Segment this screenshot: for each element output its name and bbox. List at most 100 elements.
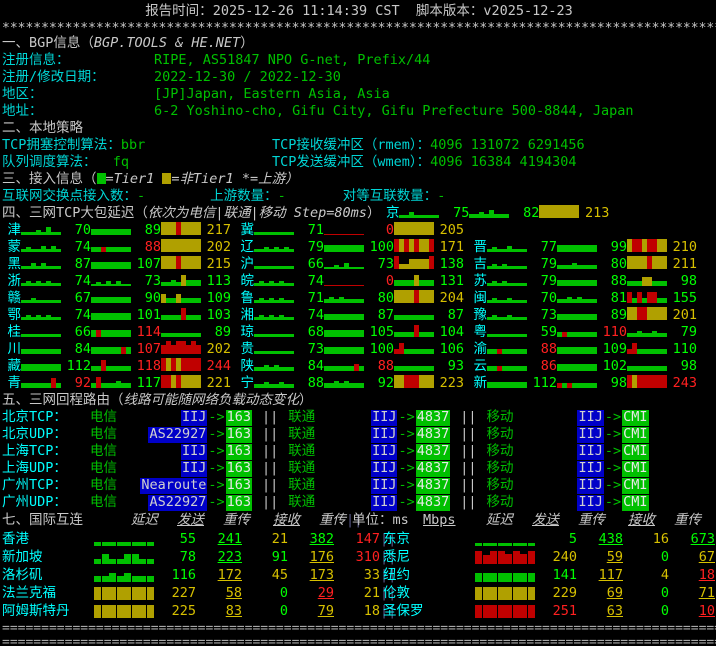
section-local-policy-title: 二、本地策略: [2, 120, 83, 136]
route-unicom-to[interactable]: 4837: [415, 408, 451, 426]
latency-cell: 101: [91, 307, 161, 324]
route-isp-telecom: 电信: [90, 426, 117, 442]
latency-sparkline: [21, 358, 61, 371]
route-telecom-from[interactable]: IIJ: [180, 459, 208, 477]
table-row: 浙 74 73 113 皖 74 0 131 苏 79 88 98: [2, 273, 716, 290]
route-isp-mobile: 移动: [486, 494, 514, 510]
latency-cell: 221: [161, 375, 231, 392]
route-unicom-to[interactable]: 4837: [415, 425, 451, 443]
route-unicom-to[interactable]: 4837: [415, 476, 451, 494]
intl-latency: 5: [568, 530, 577, 547]
intl-recv: 382: [309, 530, 334, 547]
route-divider: ||: [262, 443, 279, 459]
route-unicom-to[interactable]: 4837: [415, 442, 451, 460]
intl-send: 58: [225, 584, 242, 601]
intl-recv: 18: [698, 566, 715, 583]
route-telecom-from[interactable]: AS22927: [148, 493, 208, 511]
latency-value: 99: [610, 239, 627, 255]
latency-cell: 107: [91, 341, 161, 358]
latency-sparkline: [254, 358, 294, 371]
route-unicom-from[interactable]: IIJ: [371, 476, 398, 494]
route-mobile-from[interactable]: IIJ: [577, 408, 604, 426]
section-bgp-title: 一、BGP信息（BGP.TOOLS & HE.NET）: [2, 35, 254, 51]
script-version-label: 脚本版本：: [415, 3, 484, 19]
latency-sparkline: [557, 239, 597, 252]
route-unicom-from[interactable]: IIJ: [371, 425, 398, 443]
latency-sparkline: [627, 273, 667, 286]
route-isp-unicom: 联通: [288, 409, 316, 425]
route-mobile-from[interactable]: IIJ: [577, 442, 604, 460]
route-unicom-from[interactable]: IIJ: [371, 442, 398, 460]
bgp-row-register: 注册信息： RIPE, AS51847 NPO G-net, Prefix/44: [2, 52, 716, 69]
latency-cell: 90: [91, 290, 161, 307]
route-mobile-to[interactable]: CMI: [622, 425, 649, 443]
route-mobile-to[interactable]: CMI: [622, 442, 649, 460]
latency-cell: 89: [557, 307, 627, 324]
province-label: 宁: [240, 375, 255, 391]
intl-head-send: 发送: [177, 512, 204, 528]
latency-cell: 201: [627, 307, 697, 324]
route-isp-telecom: 电信: [90, 443, 117, 459]
route-unicom-from[interactable]: IIJ: [371, 459, 398, 477]
route-mobile-to[interactable]: CMI: [622, 493, 649, 511]
route-telecom-to[interactable]: 163: [225, 442, 252, 460]
route-unicom-to[interactable]: 4837: [415, 459, 451, 477]
intl-city-label: 新加坡: [2, 548, 43, 565]
route-telecom-from[interactable]: IIJ: [180, 408, 208, 426]
latency-value: 100: [369, 239, 394, 255]
intl-city-label: 纽约: [383, 566, 410, 583]
latency-cell: 冀 71: [235, 222, 325, 239]
intl-sparkline: [94, 533, 154, 546]
latency-value: 74: [307, 273, 324, 289]
table-row: 鄂 74 101 103 湘 74 87 87 豫 73 89 201: [2, 307, 716, 324]
intl-city-label: 洛杉矶: [2, 566, 43, 583]
route-unicom-from[interactable]: IIJ: [371, 408, 398, 426]
star-divider: ****************************************…: [2, 21, 716, 35]
bgp-address-value: 6-2 Yoshino-cho, Gifu City, Gifu Prefect…: [154, 103, 634, 119]
latency-sparkline: [324, 307, 364, 320]
latency-cell: 93: [394, 358, 464, 375]
route-telecom-from[interactable]: IIJ: [180, 442, 208, 460]
table-row: 藏 112 118 244 陕 84 88 93 云 86 102 98: [2, 358, 716, 375]
intl-recv: 67: [698, 548, 715, 565]
latency-cell: 皖 74: [235, 273, 325, 290]
latency-sparkline: [627, 290, 667, 303]
latency-sparkline: [394, 375, 434, 388]
route-mobile-from[interactable]: IIJ: [577, 459, 604, 477]
latency-sparkline: [91, 375, 131, 388]
intl-city-label: 法兰克福: [2, 584, 56, 601]
latency-cell: 102: [557, 358, 627, 375]
latency-value: 138: [439, 256, 464, 272]
route-unicom-from[interactable]: IIJ: [371, 493, 398, 511]
latency-value: 221: [206, 375, 231, 391]
route-telecom-from[interactable]: AS22927: [148, 425, 208, 443]
route-city-label: 北京UDP：: [2, 426, 67, 442]
route-telecom-to[interactable]: 163: [225, 408, 252, 426]
province-label: 冀: [240, 222, 255, 238]
route-divider: ||: [460, 426, 477, 442]
route-divider: ||: [262, 460, 279, 476]
route-mobile-from[interactable]: IIJ: [577, 493, 604, 511]
latency-cell: 204: [394, 290, 464, 307]
route-mobile-to[interactable]: CMI: [622, 408, 649, 426]
route-mobile-to[interactable]: CMI: [622, 476, 649, 494]
route-mobile-to[interactable]: CMI: [622, 459, 649, 477]
latency-value: 100: [369, 341, 394, 357]
intl-send-retx: 0: [660, 602, 669, 619]
intl-recv: 673: [690, 530, 715, 547]
route-unicom-to[interactable]: 4837: [415, 493, 451, 511]
latency-sparkline: [254, 239, 294, 252]
route-telecom-to[interactable]: 163: [225, 493, 252, 511]
route-telecom-to[interactable]: 163: [225, 425, 252, 443]
route-mobile-from[interactable]: IIJ: [577, 476, 604, 494]
route-mobile-from[interactable]: IIJ: [577, 425, 604, 443]
rmem-label: TCP接收缓冲区（rmem）：: [272, 137, 431, 153]
route-telecom-to[interactable]: 163: [225, 459, 252, 477]
route-telecom-from[interactable]: Nearoute: [140, 476, 208, 494]
latency-cell: 110: [627, 341, 697, 358]
latency-value: 205: [439, 222, 464, 238]
route-telecom-to[interactable]: 163: [225, 476, 252, 494]
latency-sparkline: [627, 341, 667, 354]
latency-cell: 鲁 71: [235, 290, 325, 307]
